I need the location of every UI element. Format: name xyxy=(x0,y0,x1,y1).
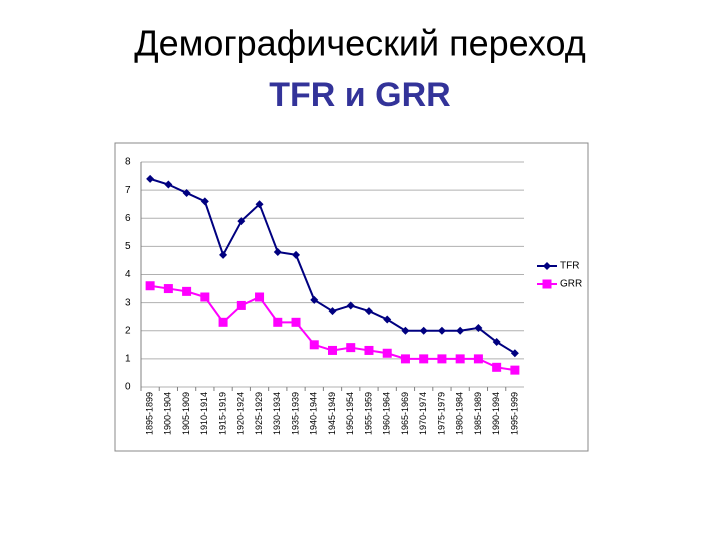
x-tick-label: 1965-1969 xyxy=(400,392,410,435)
y-tick-label: 7 xyxy=(125,185,131,196)
data-point xyxy=(419,326,428,335)
legend-label: GRR xyxy=(560,279,582,290)
y-tick-label: 3 xyxy=(125,297,131,308)
data-point xyxy=(237,217,246,226)
data-point xyxy=(401,326,410,335)
x-tick-label: 1905-1909 xyxy=(181,392,191,435)
data-point xyxy=(510,365,520,375)
slide-title: Демографический переход xyxy=(134,23,585,64)
data-point xyxy=(145,281,155,291)
x-tick-label: 1920-1924 xyxy=(236,392,246,435)
x-tick-label: 1915-1919 xyxy=(217,392,227,435)
data-point xyxy=(291,317,301,327)
data-point xyxy=(310,295,319,304)
data-point xyxy=(146,174,155,183)
y-tick-label: 8 xyxy=(125,157,131,168)
x-tick-label: 1950-1954 xyxy=(345,392,355,435)
data-point xyxy=(542,279,552,289)
y-tick-label: 5 xyxy=(125,241,131,252)
data-point xyxy=(364,345,374,355)
x-tick-label: 1995-1999 xyxy=(509,392,519,435)
y-tick-label: 6 xyxy=(125,213,131,224)
x-tick-label: 1975-1979 xyxy=(436,392,446,435)
x-tick-label: 1985-1989 xyxy=(473,392,483,435)
data-point xyxy=(346,343,356,353)
data-point xyxy=(474,323,483,332)
x-tick-label: 1970-1974 xyxy=(418,392,428,435)
slide-subtitle: TFR и GRR xyxy=(269,76,450,114)
data-point xyxy=(255,200,264,209)
data-point xyxy=(236,300,246,310)
x-tick-label: 1980-1984 xyxy=(455,392,465,435)
x-tick-label: 1930-1934 xyxy=(272,392,282,435)
y-tick-label: 4 xyxy=(125,269,131,280)
data-point xyxy=(492,362,502,372)
x-tick-label: 1895-1899 xyxy=(144,392,154,435)
data-point xyxy=(437,326,446,335)
x-tick-label: 1910-1914 xyxy=(199,392,209,435)
data-point xyxy=(219,250,228,259)
data-point xyxy=(492,338,501,346)
x-tick-label: 1960-1964 xyxy=(382,392,392,435)
data-point xyxy=(182,188,191,197)
data-point xyxy=(455,354,465,364)
x-tick-label: 1935-1939 xyxy=(290,392,300,435)
data-point xyxy=(164,180,173,189)
x-tick-label: 1990-1994 xyxy=(491,392,501,435)
y-tick-label: 1 xyxy=(125,354,131,365)
y-tick-label: 2 xyxy=(125,325,131,336)
data-point xyxy=(182,286,192,296)
chart-frame xyxy=(114,142,589,452)
data-point xyxy=(382,348,392,358)
data-point xyxy=(218,317,228,327)
x-tick-label: 1925-1929 xyxy=(254,392,264,435)
data-point xyxy=(364,307,373,316)
data-point xyxy=(273,317,283,327)
x-tick-label: 1900-1904 xyxy=(163,392,173,435)
data-point xyxy=(437,354,447,364)
x-tick-label: 1945-1949 xyxy=(327,392,337,435)
data-point xyxy=(273,248,282,256)
data-point xyxy=(200,197,209,206)
data-point xyxy=(400,354,410,364)
data-point xyxy=(292,250,301,259)
data-point xyxy=(328,345,337,355)
data-point xyxy=(510,349,519,358)
data-point xyxy=(346,301,355,310)
data-point xyxy=(255,292,265,302)
x-tick-label: 1940-1944 xyxy=(309,392,319,435)
data-point xyxy=(163,284,173,294)
data-point xyxy=(543,262,551,270)
legend-label: TFR xyxy=(560,261,579,272)
data-point xyxy=(328,307,337,316)
data-point xyxy=(419,354,429,364)
data-point xyxy=(200,292,210,302)
data-point xyxy=(309,340,319,350)
data-point xyxy=(383,315,392,324)
data-point xyxy=(473,354,483,364)
x-tick-label: 1955-1959 xyxy=(363,392,373,435)
y-tick-label: 0 xyxy=(125,382,131,393)
data-point xyxy=(456,326,465,335)
